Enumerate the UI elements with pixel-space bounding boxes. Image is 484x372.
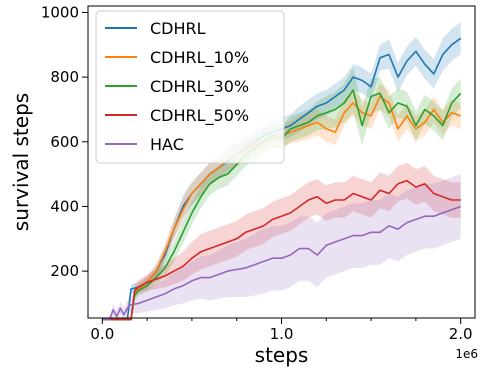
line-hac bbox=[102, 205, 461, 321]
y-tick-label: 400 bbox=[50, 197, 79, 215]
legend-entry-label: CDHRL_50% bbox=[150, 106, 249, 126]
x-tick-label: 1.0 bbox=[270, 325, 294, 343]
band-cdhrl-50- bbox=[102, 162, 461, 320]
legend-entry-label: CDHRL_10% bbox=[150, 48, 249, 68]
legend-entry-label: CDHRL_30% bbox=[150, 77, 249, 97]
x-axis-ticks: 0.0 1.0 2.0 bbox=[90, 318, 473, 343]
legend-entry-label: CDHRL bbox=[150, 19, 206, 38]
legend: CDHRL CDHRL_10% CDHRL_30% CDHRL_50% HAC bbox=[95, 10, 285, 164]
y-tick-label: 600 bbox=[50, 133, 79, 151]
x-tick-label: 0.0 bbox=[90, 325, 114, 343]
y-tick-label: 200 bbox=[50, 262, 79, 280]
x-axis-offset-text: 1e6 bbox=[455, 347, 478, 361]
band-hac bbox=[102, 174, 461, 322]
y-tick-label: 1000 bbox=[41, 3, 79, 21]
line-cdhrl-50- bbox=[102, 179, 461, 321]
band-cdhrl-30- bbox=[102, 67, 461, 320]
y-axis-label: survival steps bbox=[9, 93, 33, 231]
legend-box bbox=[95, 10, 285, 164]
y-tick-label: 800 bbox=[50, 68, 79, 86]
x-axis-label: steps bbox=[255, 343, 309, 367]
legend-entry-label: HAC bbox=[150, 135, 184, 154]
y-axis-ticks: 200 400 600 800 1000 bbox=[41, 3, 88, 280]
x-tick-label: 2.0 bbox=[449, 325, 473, 343]
